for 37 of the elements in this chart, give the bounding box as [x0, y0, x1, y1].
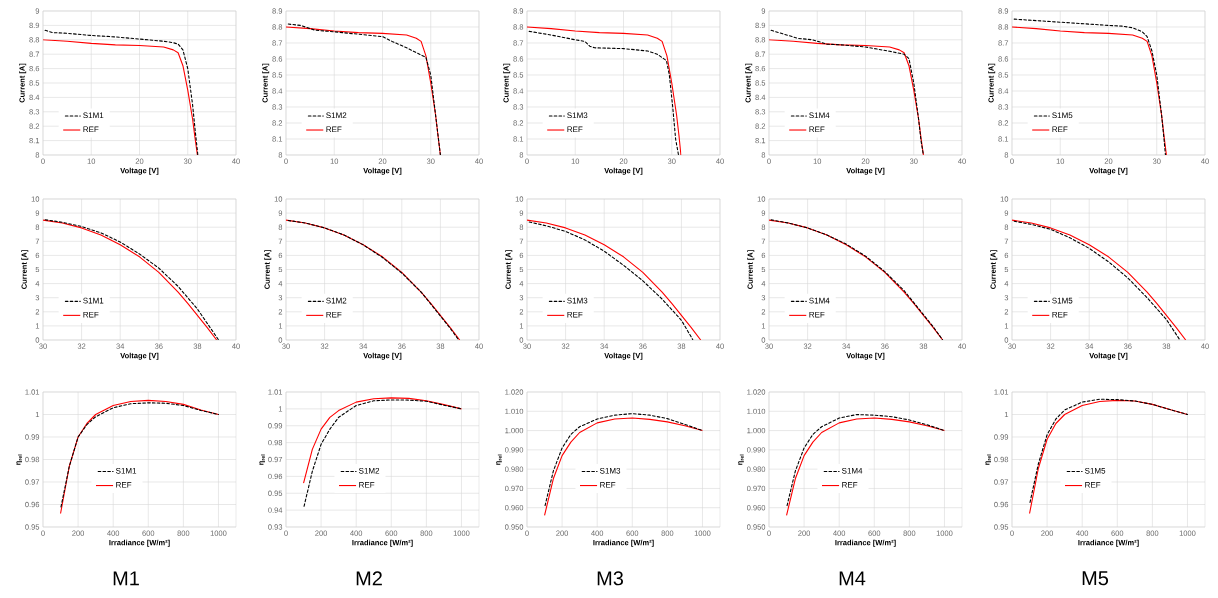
legend-label: REF — [83, 311, 99, 318]
legend-label: S1M5 — [1084, 467, 1106, 474]
legend-label: REF — [1052, 126, 1068, 133]
legend-label: REF — [359, 482, 375, 488]
legend-label: REF — [600, 482, 616, 488]
text: M3 — [597, 571, 623, 586]
legend-label: S1M4 — [809, 112, 830, 119]
legend-label: S1M3 — [567, 297, 588, 304]
text: M5 — [1082, 571, 1109, 586]
legend-label: REF — [809, 126, 825, 133]
legend-label: S1M1 — [83, 112, 104, 119]
legend-label: REF — [326, 311, 342, 318]
legend-label: S1M4 — [841, 467, 863, 474]
legend-label: REF — [1085, 482, 1101, 488]
text: M2 — [356, 571, 382, 586]
legend-label: S1M4 — [809, 297, 830, 304]
line-series — [303, 397, 463, 484]
legend-label: REF — [567, 311, 583, 318]
legend-label: S1M2 — [358, 467, 380, 474]
legend-label: S1M5 — [1052, 112, 1073, 119]
line-series — [303, 399, 463, 509]
text: M1 — [113, 571, 139, 586]
legend-label: S1M3 — [567, 112, 588, 119]
legend-label: REF — [1052, 311, 1068, 318]
legend-label: REF — [116, 482, 132, 488]
legend-label: REF — [326, 126, 342, 133]
legend-label: S1M1 — [115, 467, 137, 474]
legend-label: REF — [567, 126, 583, 133]
legend-label: REF — [809, 311, 825, 318]
legend-label: REF — [842, 482, 858, 488]
legend-label: S1M2 — [326, 112, 347, 119]
text: M4 — [839, 571, 866, 586]
legend-label: S1M2 — [326, 297, 347, 304]
legend-label: REF — [83, 126, 99, 133]
legend-label: S1M1 — [83, 297, 104, 304]
legend-label: S1M3 — [599, 467, 621, 474]
legend-label: S1M5 — [1052, 297, 1073, 304]
